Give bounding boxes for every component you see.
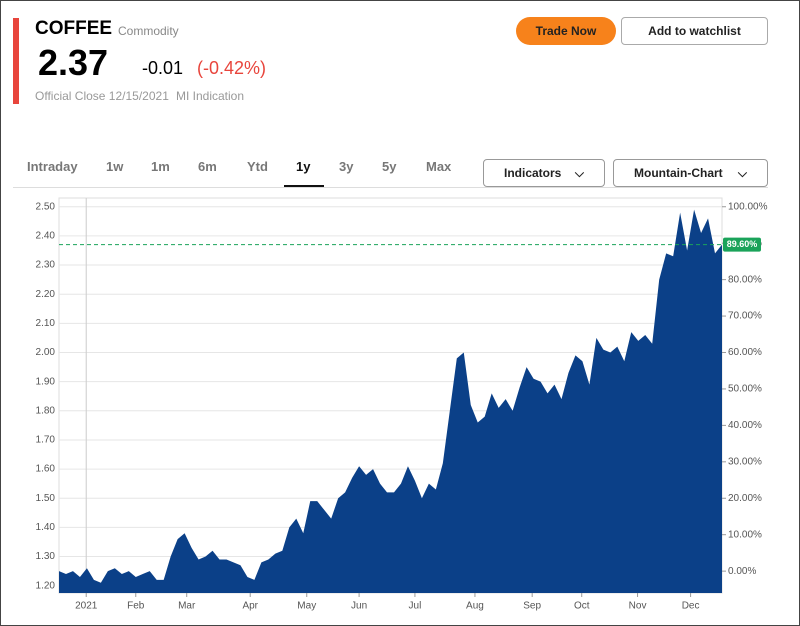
chevron: ⌵ [737,165,747,180]
y-tick-label: 2.00 [36,347,56,358]
x-tick-label: Feb [127,601,145,612]
y2-tick-label: 40.00% [728,420,762,431]
chart-type-dropdown[interactable]: Mountain-Chart ⌵ [613,159,768,187]
y-tick-label: 1.40 [36,522,56,533]
x-tick-label: Dec [682,601,700,612]
y-tick-label: 1.90 [36,376,56,387]
y2-tick-label: 60.00% [728,347,762,358]
y2-tick-label: 0.00% [728,566,756,577]
x-tick-label: Aug [466,601,484,612]
tab[interactable]: 1w [106,159,124,174]
trade-button[interactable]: Trade Now [516,17,616,45]
tab[interactable]: Ytd [247,159,268,174]
area [59,209,722,593]
y-tick-label: 2.40 [36,231,56,242]
last-tag [723,237,761,252]
tab[interactable]: 1m [151,159,170,174]
chevron: ⌵ [574,165,584,180]
x-tick-label: Apr [242,601,258,612]
separator [13,187,768,188]
x-tick-label: Mar [178,601,196,612]
change: -0.01 [142,58,184,78]
tab-underline [284,185,324,187]
accent-bar [13,18,19,104]
y-tick-label: 2.30 [36,260,56,271]
x-tick-label: Sep [523,601,541,612]
y-tick-label: 1.20 [36,580,56,591]
x-tick-label: Nov [629,601,647,612]
x-tick-label: Jul [409,601,422,612]
y-tick-label: 1.30 [36,551,56,562]
y-tick-label: 2.50 [36,201,56,212]
y2-tick-label: 80.00% [728,274,762,285]
y-tick-label: 2.20 [36,289,56,300]
tab[interactable]: 1y [296,159,311,174]
y2-tick-label: 100.00% [728,201,768,212]
y-tick-label: 1.80 [36,405,56,416]
tab[interactable]: 6m [198,159,217,174]
kind: Commodity [118,24,179,38]
last-tag-label: 89.60% [727,239,758,249]
y-tick-label: 1.60 [36,464,56,475]
y2-tick-label: 70.00% [728,311,762,322]
watchlist-button[interactable]: Add to watchlist [621,17,768,45]
dropdown-label: Mountain-Chart [634,166,723,180]
symbol: COFFEE [35,18,113,39]
y-tick-label: 2.10 [36,318,56,329]
tab[interactable]: 3y [339,159,354,174]
close-note: Official Close 12/15/2021 [35,89,169,103]
indicators-dropdown[interactable]: Indicators ⌵ [483,159,605,187]
y2-tick-label: 30.00% [728,456,762,467]
y-tick-label: 1.50 [36,493,56,504]
x-tick-label: May [297,601,316,612]
tab[interactable]: Max [426,159,452,174]
x-tick-label: Jun [351,601,367,612]
price: 2.37 [38,42,109,83]
tab[interactable]: Intraday [27,159,78,174]
y2-tick-label: 10.00% [728,529,762,540]
y-tick-label: 1.70 [36,435,56,446]
y2-tick-label: 20.00% [728,493,762,504]
change-pct: (-0.42%) [197,58,267,78]
x-tick-label: Oct [574,601,590,612]
y2-tick-label: 50.00% [728,384,762,395]
dropdown-label: Indicators [504,166,562,180]
tab[interactable]: 5y [382,159,397,174]
x-tick-label: 2021 [75,601,98,612]
indication: MI Indication [176,89,245,103]
